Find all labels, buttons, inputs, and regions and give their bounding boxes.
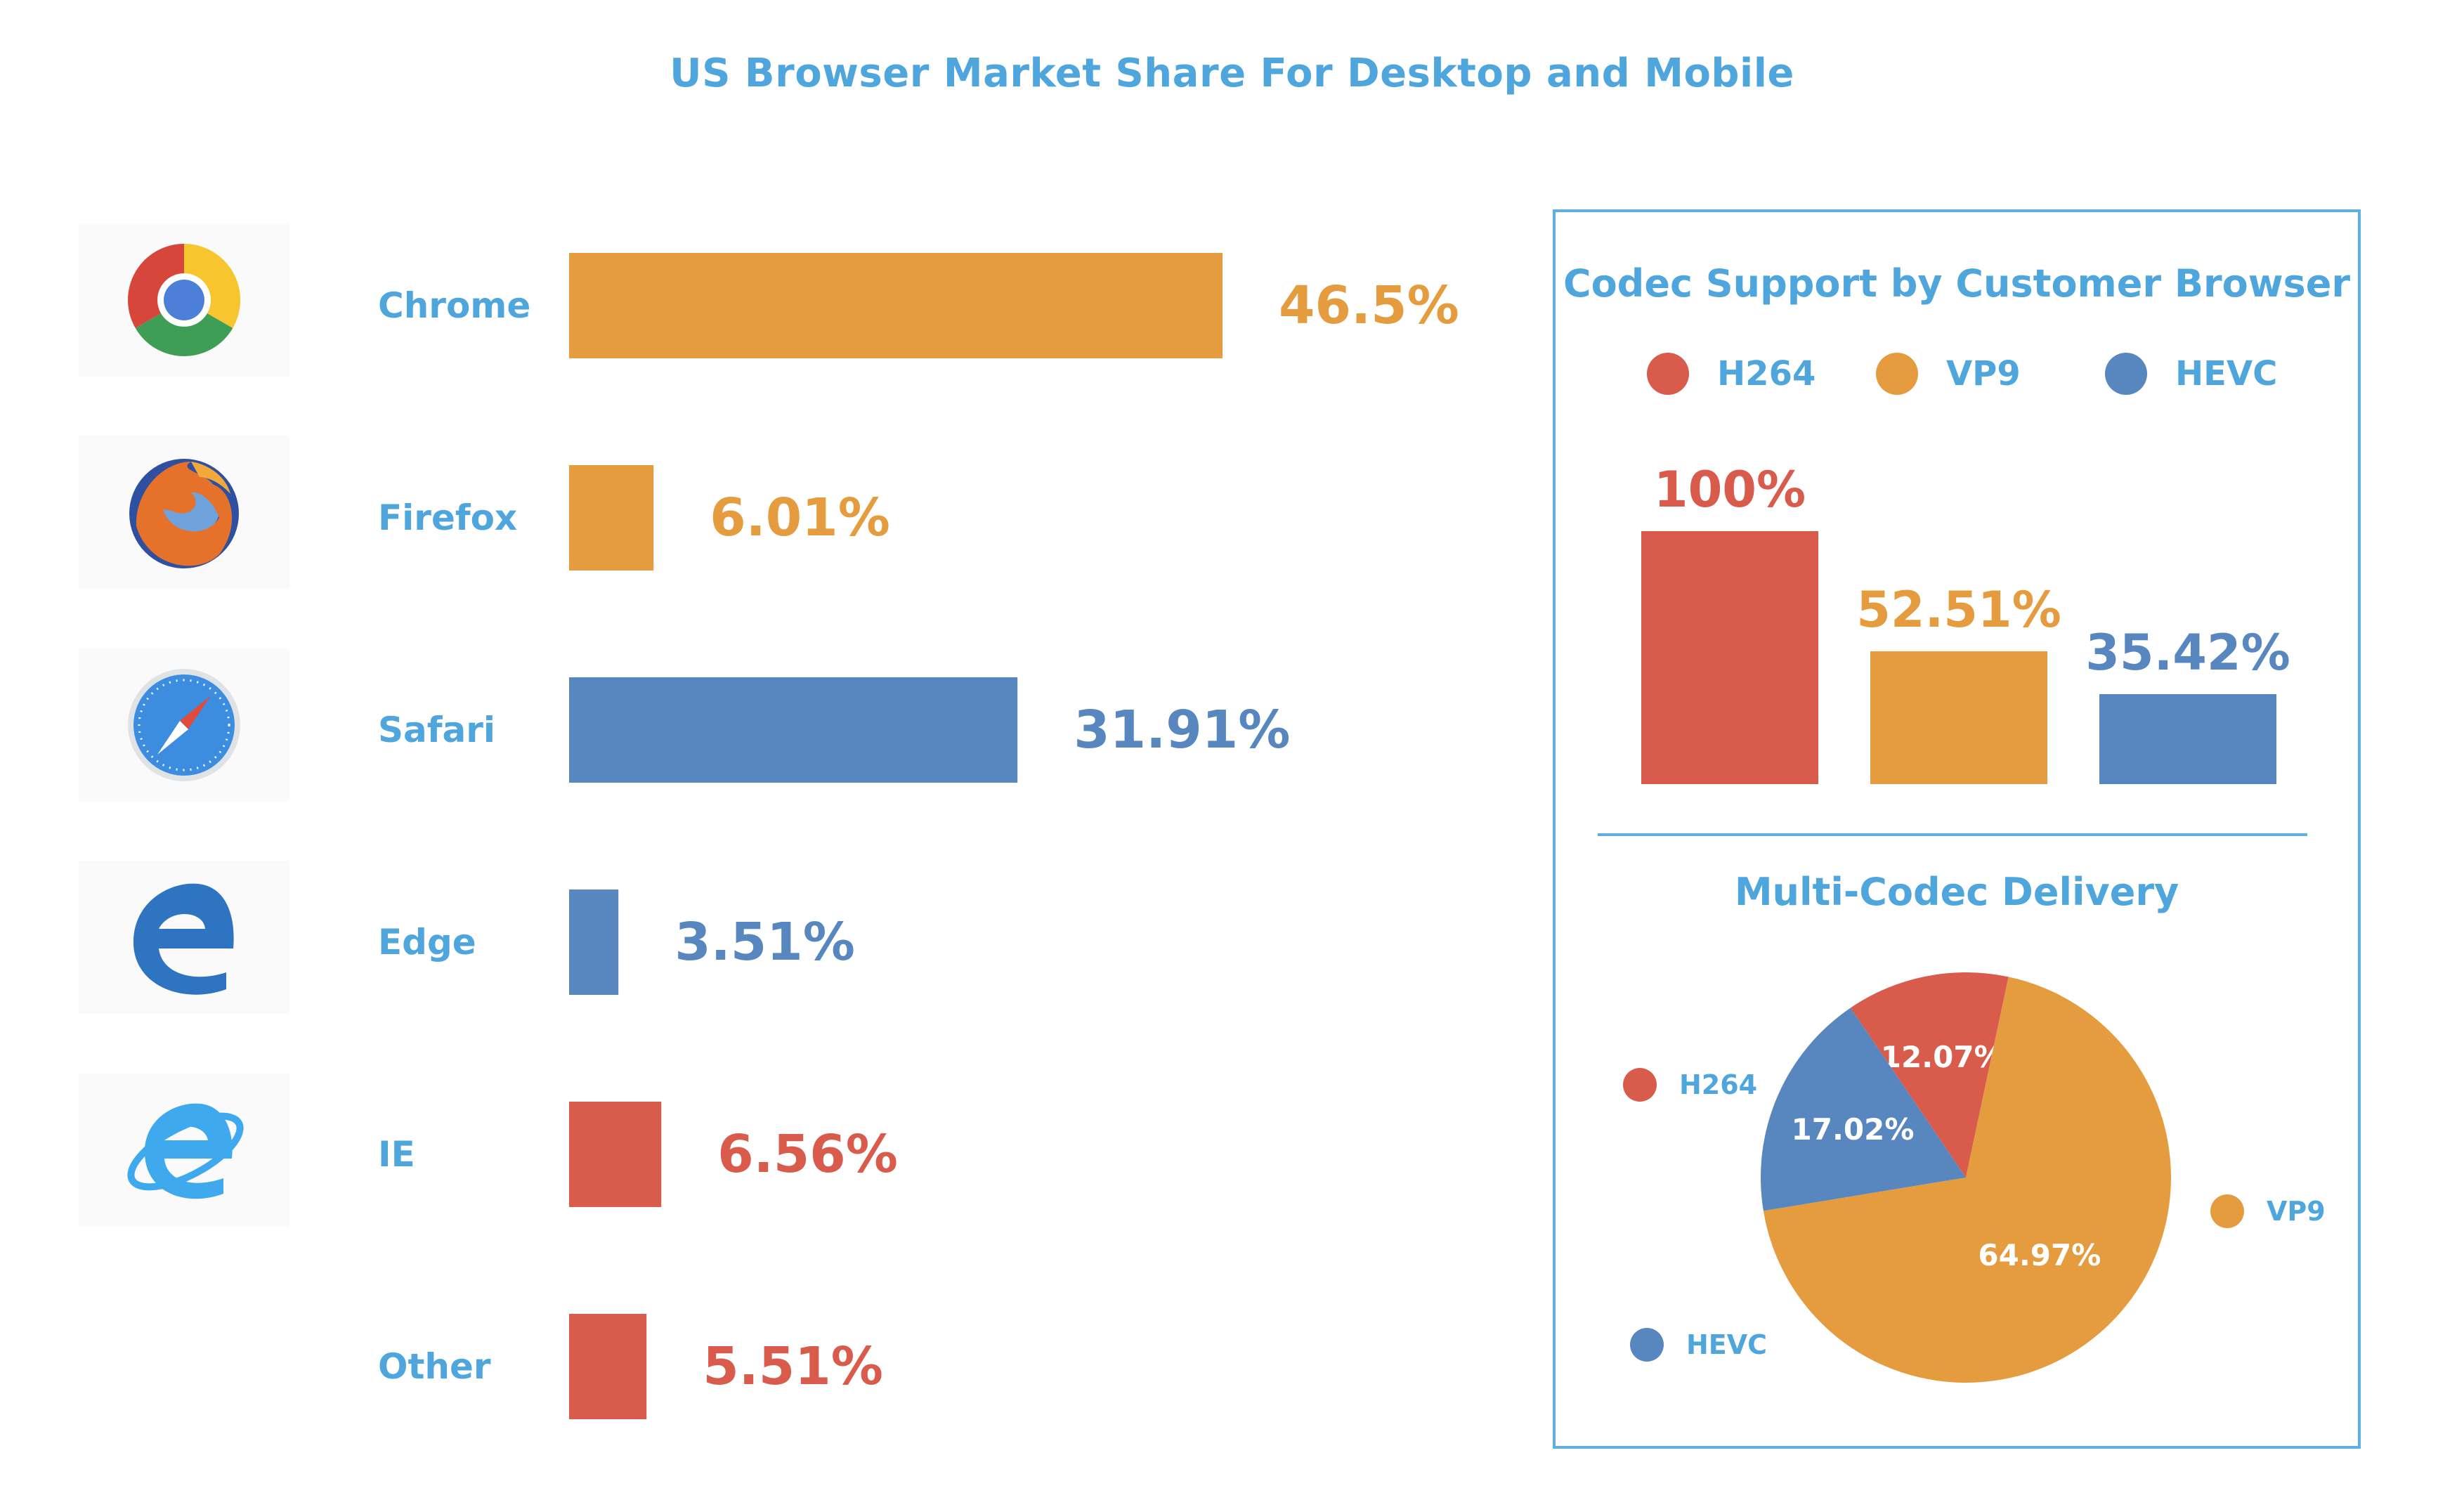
safari-icon [128,669,240,781]
internet-explorer-icon [127,1103,244,1199]
value-label-edge: 3.51% [674,912,855,972]
category-label-chrome: Chrome [378,285,531,326]
pie-legend-label-hevc: HEVC [1686,1329,1768,1360]
bar-edge [569,889,619,995]
firefox-icon-tile [79,436,289,589]
codec-bar-hevc [2099,694,2276,784]
value-label-firefox: 6.01% [710,488,890,548]
category-label-safari: Safari [378,710,496,750]
pie-slice-vp9 [1763,977,2171,1383]
pie-legend-dot-h264 [1623,1068,1657,1102]
legend-label-vp9: VP9 [1946,354,2021,393]
value-label-safari: 31.91% [1074,700,1291,760]
codec-support-title: Codec Support by Customer Browser [1563,261,2351,306]
pie-legend-label-vp9: VP9 [2267,1196,2326,1227]
bar-safari [569,677,1018,783]
codec-panel: Codec Support by Customer Browser Multi-… [1553,209,2361,1449]
category-label-edge: Edge [378,922,476,963]
multi-codec-title: Multi-Codec Delivery [1734,870,2179,914]
value-label-other: 5.51% [703,1336,883,1397]
multi-codec-pie-chart: 12.07% 64.97% 17.02% [1761,972,2171,1383]
codec-value-vp9: 52.51% [1856,580,2061,639]
legend-dot-hevc [2105,353,2147,395]
legend-label-h264: H264 [1717,354,1816,393]
pie-label-h264: 12.07% [1881,1040,2004,1074]
bar-chrome [569,253,1223,358]
pie-label-vp9: 64.97% [1978,1238,2101,1272]
pie-legend-label-h264: H264 [1679,1069,1758,1100]
codec-bar-h264 [1641,531,1818,784]
legend-label-hevc: HEVC [2175,354,2278,393]
pie-legend-dot-hevc [1630,1328,1664,1362]
category-label-firefox: Firefox [378,497,518,538]
codec-value-h264: 100% [1653,461,1806,519]
bar-ie [569,1102,662,1207]
safari-icon-tile [79,648,289,802]
internet-explorer-icon-tile [79,1074,289,1227]
category-label-other: Other [378,1346,491,1387]
codec-bar-vp9 [1870,651,2047,784]
bar-other [569,1314,647,1419]
codec-value-hevc: 35.42% [2085,624,2290,682]
legend-dot-h264 [1647,353,1689,395]
edge-icon [133,883,234,995]
category-label-ie: IE [378,1134,415,1175]
pie-legend-dot-vp9 [2210,1194,2244,1228]
value-label-ie: 6.56% [717,1124,898,1185]
firefox-icon [129,459,239,568]
page-title: US Browser Market Share For Desktop and … [670,51,1794,96]
edge-icon-tile [79,861,289,1014]
pie-slice-hevc [1761,1008,1966,1211]
panel-divider [1598,833,2307,836]
bar-firefox [569,465,654,571]
legend-dot-vp9 [1876,353,1918,395]
chrome-icon [127,244,241,357]
chrome-icon-tile [79,223,289,377]
pie-label-hevc: 17.02% [1792,1112,1915,1147]
pie-slice-h264 [1850,972,2009,1178]
value-label-chrome: 46.5% [1279,275,1459,336]
